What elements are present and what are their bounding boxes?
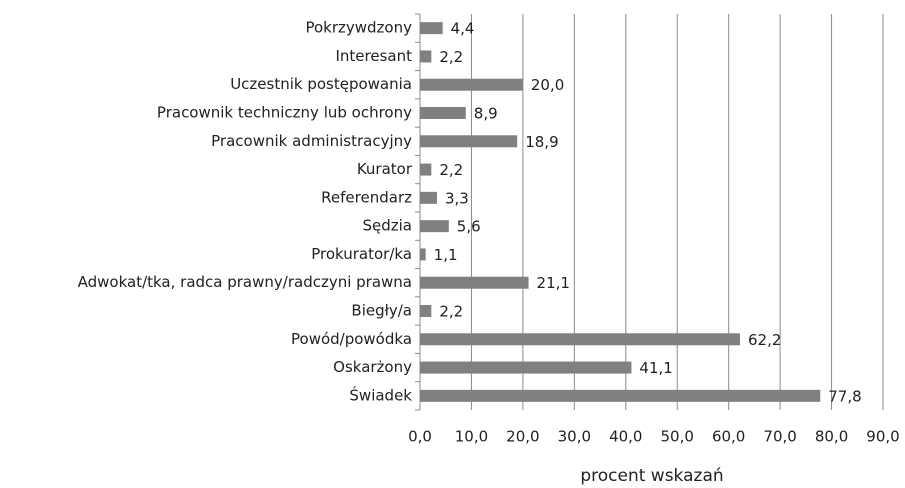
x-tick-label: 70,0	[763, 428, 796, 446]
bar	[420, 276, 529, 289]
x-tick-label: 0,0	[408, 428, 432, 446]
y-tick-label: Adwokat/tka, radca prawny/radczyni prawn…	[78, 273, 412, 291]
bar	[420, 135, 518, 148]
y-tick-label: Kurator	[357, 160, 413, 178]
y-tick-label: Biegły/a	[351, 302, 412, 320]
bar	[420, 333, 740, 346]
value-label: 18,9	[525, 133, 558, 151]
x-tick-label: 50,0	[661, 428, 694, 446]
x-tick-label: 30,0	[558, 428, 591, 446]
y-tick-label: Uczestnik postępowania	[230, 75, 412, 93]
bar	[420, 163, 432, 176]
x-tick-label: 20,0	[506, 428, 539, 446]
y-tick-label: Pracownik techniczny lub ochrony	[157, 104, 412, 122]
bar	[420, 305, 432, 317]
y-tick-label: Świadek	[349, 385, 412, 404]
y-tick-label: Pokrzywdzony	[305, 19, 412, 37]
value-label: 20,0	[531, 76, 564, 94]
y-tick-label: Pracownik administracyjny	[211, 132, 412, 150]
y-tick-label: Powód/powódka	[291, 330, 412, 348]
y-tick-label: Oskarżony	[333, 358, 412, 376]
value-label: 2,2	[439, 161, 463, 179]
x-tick-label: 10,0	[455, 428, 488, 446]
value-label: 8,9	[474, 105, 498, 123]
y-tick-label: Referendarz	[321, 188, 412, 206]
value-label: 3,3	[445, 189, 469, 207]
bar	[420, 191, 437, 204]
y-tick-label: Sędzia	[362, 217, 412, 235]
x-tick-label: 60,0	[712, 428, 745, 446]
bar	[420, 50, 432, 63]
value-label: 21,1	[537, 274, 570, 292]
bar	[420, 220, 449, 233]
x-tick-label: 90,0	[866, 428, 899, 446]
value-label: 1,1	[434, 246, 458, 264]
x-axis-title: procent wskazań	[580, 466, 723, 486]
bar	[420, 78, 523, 91]
bar	[420, 389, 821, 402]
value-label: 4,4	[451, 20, 475, 38]
value-label: 5,6	[457, 218, 481, 236]
x-tick-label: 80,0	[815, 428, 848, 446]
y-tick-label: Prokurator/ka	[311, 245, 412, 263]
value-label: 2,2	[439, 303, 463, 321]
x-tick-label: 40,0	[609, 428, 642, 446]
value-label: 41,1	[639, 359, 672, 377]
y-tick-label: Interesant	[335, 47, 412, 65]
bar	[420, 361, 632, 374]
bar	[420, 107, 466, 119]
value-label: 77,8	[828, 387, 861, 405]
bar	[420, 248, 426, 261]
value-label: 62,2	[748, 331, 781, 349]
bar	[420, 22, 443, 35]
value-label: 2,2	[439, 48, 463, 66]
